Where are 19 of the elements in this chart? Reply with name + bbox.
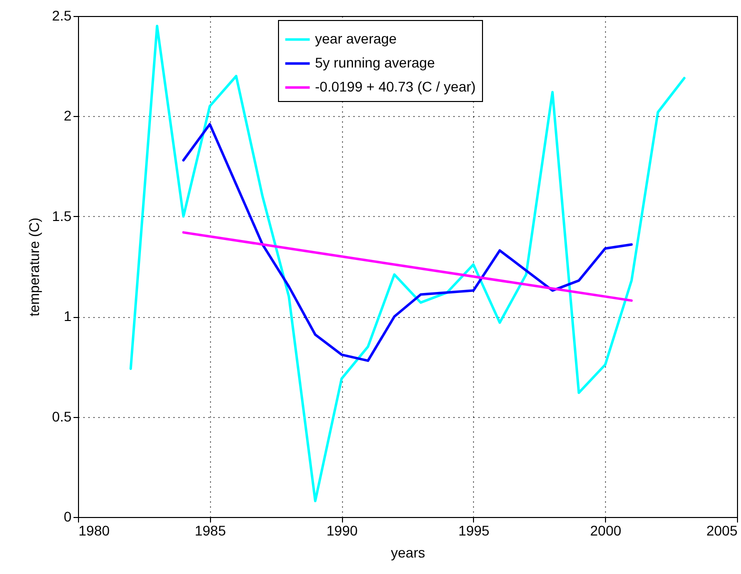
line-series xyxy=(182,122,633,362)
x-tick-label: 2005 xyxy=(706,522,738,538)
y-tick-label: 1 xyxy=(64,308,72,324)
legend-label: 5y running average xyxy=(315,54,436,70)
y-tick-label: 2.5 xyxy=(52,8,72,24)
legend-label: year average xyxy=(315,30,397,46)
line-series xyxy=(129,24,686,502)
x-axis-title: years xyxy=(390,544,426,560)
x-tick-label: 1990 xyxy=(326,522,358,538)
x-tick-label: 1995 xyxy=(458,522,490,538)
y-tick-label: 1.5 xyxy=(52,208,72,224)
x-tick-label: 1980 xyxy=(78,522,110,538)
legend-label: -0.0199 + 40.73 (C / year) xyxy=(315,78,476,94)
y-tick-label: 2 xyxy=(64,108,72,124)
x-tick-label: 1985 xyxy=(194,522,226,538)
y-tick-label: 0 xyxy=(64,508,72,524)
y-tick-label: 0.5 xyxy=(52,408,72,424)
x-tick-label: 2000 xyxy=(590,522,622,538)
y-axis-title: temperature (C) xyxy=(26,218,42,316)
